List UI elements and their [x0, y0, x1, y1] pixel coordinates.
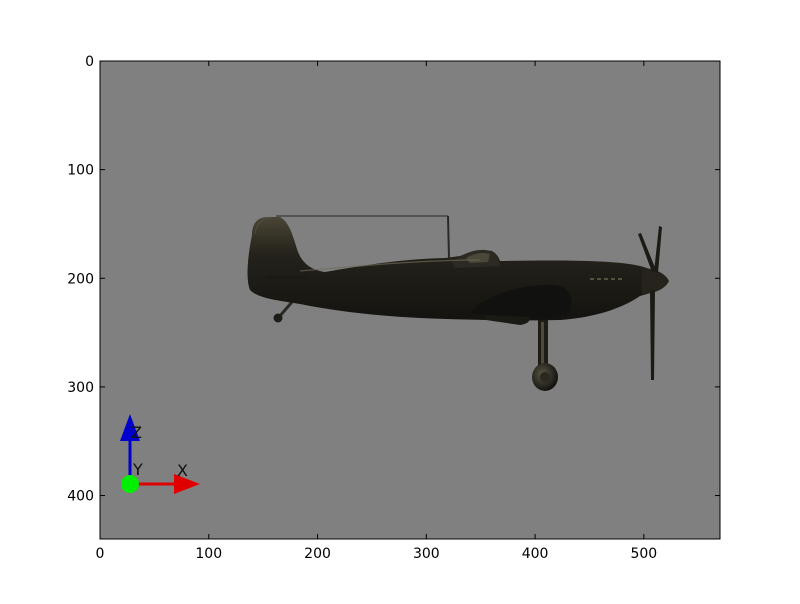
axis-gizmo: X Y Z: [120, 414, 200, 494]
x-tick-label: 300: [413, 546, 440, 562]
aircraft-icon[interactable]: [247, 215, 669, 391]
y-tick-label: 300: [67, 380, 94, 396]
y-tick-label: 200: [67, 271, 94, 287]
plot-frame: [99, 60, 721, 540]
x-tick-label: 100: [195, 546, 222, 562]
y-tick-label: 400: [67, 489, 94, 505]
y-tick-label: 100: [67, 163, 94, 179]
y-tick-label: 0: [85, 54, 94, 70]
x-axis-ticks: 0 100 200 300 400 500: [96, 61, 657, 562]
y-axis-dot: [121, 475, 139, 493]
gizmo-z-label: Z: [131, 423, 142, 442]
x-tick-label: 200: [304, 546, 331, 562]
z-arrow-head: [120, 414, 140, 441]
x-tick-label: 0: [96, 546, 105, 562]
x-arrow-head: [174, 474, 200, 494]
x-tick-label: 500: [630, 546, 657, 562]
y-axis-ticks: 0 100 200 300 400: [67, 54, 720, 505]
gizmo-y-label: Y: [132, 460, 143, 479]
gizmo-x-label: X: [177, 461, 188, 480]
x-tick-label: 400: [522, 546, 549, 562]
